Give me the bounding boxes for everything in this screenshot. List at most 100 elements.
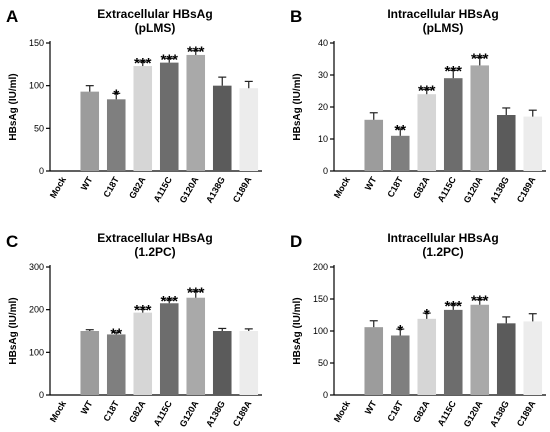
y-tick-label: 20 [318, 102, 328, 112]
significance-marker: ** [394, 122, 406, 139]
chart-subtitle: (1.2PC) [134, 245, 175, 259]
bar-c18t [106, 334, 126, 395]
bar-wt [80, 91, 100, 171]
x-tick-label: C18T [101, 399, 121, 423]
significance-marker: *** [187, 44, 205, 61]
y-tick-label: 150 [29, 38, 44, 48]
significance-marker: *** [471, 293, 489, 310]
x-tick-label: G82A [127, 175, 148, 201]
x-tick-label: Mock [332, 174, 353, 200]
bar-g82a [417, 94, 437, 171]
panel-letter: D [290, 232, 302, 251]
y-tick-label: 300 [29, 262, 44, 272]
y-tick-label: 150 [313, 294, 328, 304]
y-tick-label: 10 [318, 134, 328, 144]
x-tick-label: G82A [127, 399, 148, 425]
x-tick-label: A138G [488, 399, 511, 429]
significance-marker: * [424, 306, 430, 323]
bar-g120a [186, 54, 206, 171]
y-tick-label: 100 [29, 81, 44, 91]
panel-letter: C [6, 232, 18, 251]
chart-subtitle: (1.2PC) [422, 245, 463, 259]
y-tick-label: 30 [318, 70, 328, 80]
bar-c189a [523, 116, 543, 171]
bar-a115c [443, 309, 463, 395]
chart-subtitle: (pLMS) [423, 21, 464, 35]
significance-marker: *** [134, 55, 152, 72]
y-tick-label: 0 [39, 390, 44, 400]
bar-c189a [239, 331, 259, 395]
x-tick-label: A115C [152, 399, 175, 428]
bar-g120a [470, 65, 490, 171]
bar-c18t [390, 135, 410, 171]
significance-marker: * [113, 86, 119, 103]
x-tick-label: WT [363, 175, 379, 193]
bar-g82a [417, 318, 437, 395]
x-tick-label: C18T [385, 399, 405, 423]
y-tick-label: 200 [29, 305, 44, 315]
significance-marker: * [397, 322, 403, 339]
y-axis-label: HBsAg (IU/ml) [8, 73, 19, 140]
y-axis-label: HBsAg (IU/ml) [292, 73, 303, 140]
bar-wt [80, 331, 100, 395]
y-tick-label: 100 [29, 347, 44, 357]
y-tick-label: 40 [318, 38, 328, 48]
x-tick-label: C189A [515, 399, 538, 429]
chart-panel-c: C Extracellular HBsAg(1.2PC) 0 100 200 300 HBs… [6, 231, 262, 429]
significance-marker: *** [471, 50, 489, 67]
x-tick-label: C189A [231, 399, 254, 429]
y-axis-label: HBsAg (IU/ml) [8, 297, 19, 364]
panel-letter: B [290, 7, 302, 26]
x-tick-label: G120A [462, 175, 485, 205]
bar-c189a [239, 88, 259, 171]
x-tick-label: A115C [436, 399, 459, 428]
bar-a138g [496, 115, 516, 171]
x-tick-label: C189A [515, 175, 538, 205]
bar-g82a [133, 66, 153, 171]
y-tick-label: 100 [313, 326, 328, 336]
x-tick-label: C189A [231, 175, 254, 205]
chart-panel-b: B Intracellular HBsAg(pLMS) 0 10 20 30 40 HBsAg… [290, 7, 546, 205]
x-tick-label: A115C [436, 175, 459, 204]
x-tick-label: WT [79, 175, 95, 193]
significance-marker: *** [134, 302, 152, 319]
significance-marker: ** [110, 325, 122, 342]
significance-marker: *** [187, 284, 205, 301]
y-axis-label: HBsAg (IU/ml) [292, 297, 303, 364]
y-tick-label: 50 [318, 358, 328, 368]
x-tick-label: WT [363, 399, 379, 417]
bar-a138g [212, 85, 232, 171]
chart-title: Intracellular HBsAg [387, 7, 498, 21]
bar-a115c [443, 78, 463, 171]
bar-g120a [470, 304, 490, 395]
bar-wt [364, 327, 384, 395]
bar-a115c [159, 303, 179, 395]
significance-marker: *** [444, 63, 462, 80]
x-tick-label: C18T [385, 175, 405, 199]
y-tick-label: 0 [323, 390, 328, 400]
chart-title: Intracellular HBsAg [387, 231, 498, 245]
bar-a115c [159, 62, 179, 172]
y-tick-label: 50 [34, 123, 44, 133]
x-tick-label: C18T [101, 175, 121, 199]
x-tick-label: G82A [411, 175, 432, 201]
panel-letter: A [6, 7, 18, 26]
x-tick-label: G120A [178, 399, 201, 429]
y-tick-label: 200 [313, 262, 328, 272]
x-tick-label: A115C [152, 175, 175, 204]
bar-a138g [496, 323, 516, 395]
bar-c189a [523, 321, 543, 395]
x-tick-label: Mock [48, 174, 69, 200]
bar-wt [364, 119, 384, 171]
significance-marker: *** [160, 51, 178, 68]
x-tick-label: G120A [178, 175, 201, 205]
x-tick-label: G82A [411, 399, 432, 425]
significance-marker: *** [418, 82, 436, 99]
significance-marker: *** [444, 298, 462, 315]
bar-g120a [186, 297, 206, 395]
x-tick-label: A138G [204, 399, 227, 429]
x-tick-label: A138G [204, 175, 227, 205]
chart-subtitle: (pLMS) [135, 21, 176, 35]
chart-panel-d: D Intracellular HBsAg(1.2PC) 0 50 100 150 200 H… [290, 231, 546, 429]
x-tick-label: A138G [488, 175, 511, 205]
